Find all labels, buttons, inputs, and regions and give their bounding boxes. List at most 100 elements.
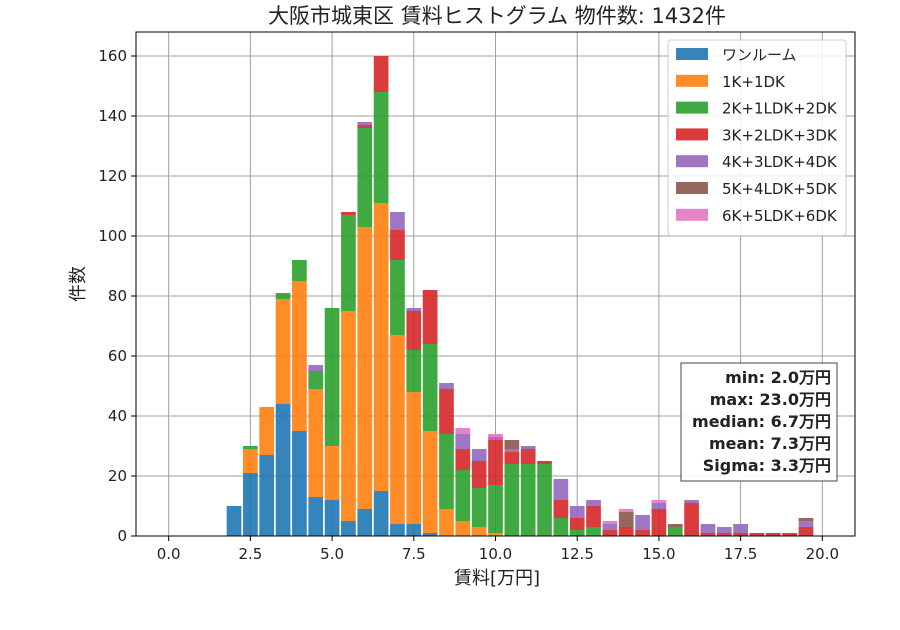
bar-segment — [553, 479, 569, 500]
bar-segment — [226, 506, 242, 536]
legend-swatch — [676, 101, 708, 114]
stats-line: median: 6.7万円 — [692, 412, 831, 431]
legend-label: 4K+3LDK+4DK — [722, 153, 838, 171]
bar-segment — [373, 92, 389, 203]
bar-segment — [341, 215, 356, 311]
axis-ticks: 0.0 2.5 5.0 7.5 10.0 12.5 15.0 17.5 20.0 0 20 40 60 8… — [98, 47, 839, 563]
stats-box: min: 2.0万円 max: 23.0万円 median: 6.7万円 mean: … — [680, 362, 838, 482]
y-tick-label: 140 — [98, 107, 127, 125]
bar-segment — [765, 533, 781, 536]
y-tick-label: 60 — [108, 347, 127, 365]
bar-segment — [798, 521, 814, 527]
bar-segment — [488, 440, 503, 485]
legend-label: ワンルーム — [722, 46, 797, 64]
x-tick-label: 7.5 — [402, 545, 426, 563]
bar-segment — [504, 449, 520, 452]
bar-segment — [618, 512, 634, 527]
bar-segment — [243, 449, 258, 473]
bar-segment — [569, 506, 585, 518]
bar-segment — [782, 533, 797, 536]
x-tick-label: 15.0 — [642, 545, 675, 563]
bar-segment — [406, 308, 422, 311]
bar-segment — [439, 509, 454, 536]
bar-segment — [373, 56, 389, 92]
y-tick-label: 100 — [98, 227, 127, 245]
x-tick-label: 12.5 — [561, 545, 594, 563]
stats-box-frame — [680, 362, 838, 482]
bars — [226, 56, 814, 536]
bar-segment — [357, 125, 373, 128]
x-tick-label: 10.0 — [479, 545, 512, 563]
bar-segment — [259, 407, 275, 455]
bar-segment — [488, 434, 503, 437]
bar-segment — [422, 344, 438, 431]
legend-swatch — [676, 128, 708, 141]
bar-segment — [439, 434, 454, 509]
bar-segment — [504, 452, 520, 464]
x-tick-label: 17.5 — [724, 545, 757, 563]
bar-segment — [292, 431, 307, 536]
y-axis-label: 件数 — [68, 266, 89, 302]
bar-segment — [439, 383, 454, 389]
bar-segment — [471, 461, 487, 488]
bar-segment — [455, 470, 471, 521]
bar-segment — [700, 524, 716, 533]
y-tick-label: 80 — [108, 287, 127, 305]
bar-segment — [292, 281, 307, 431]
bar-segment — [406, 350, 422, 392]
bar-segment — [586, 500, 601, 506]
x-axis-label: 賃料[万円] — [454, 568, 540, 589]
bar-segment — [716, 527, 732, 533]
bar-segment — [243, 446, 258, 449]
bar-segment — [341, 311, 356, 521]
bar-segment — [586, 527, 601, 536]
bar-segment — [700, 533, 716, 536]
bar-segment — [455, 428, 471, 434]
legend: ワンルーム 1K+1DK 2K+1LDK+2DK 3K+2LDK+3DK 4K+3LDK… — [667, 39, 847, 237]
x-tick-label: 5.0 — [320, 545, 344, 563]
bar-segment — [488, 437, 503, 440]
legend-label: 3K+2LDK+3DK — [722, 126, 838, 144]
bar-segment — [537, 464, 552, 536]
bar-segment — [390, 524, 405, 536]
y-tick-label: 160 — [98, 47, 127, 65]
stats-line: Sigma: 3.3万円 — [703, 456, 831, 475]
bar-segment — [308, 389, 324, 497]
bar-segment — [602, 524, 618, 530]
bar-segment — [324, 500, 340, 536]
bar-segment — [373, 203, 389, 491]
y-tick-label: 20 — [108, 467, 127, 485]
legend-label: 2K+1LDK+2DK — [722, 100, 838, 118]
bar-segment — [553, 500, 569, 518]
bar-segment — [390, 335, 405, 524]
bar-segment — [798, 518, 814, 521]
stats-line: min: 2.0万円 — [725, 368, 831, 387]
legend-label: 6K+5LDK+6DK — [722, 207, 838, 225]
legend-swatch — [676, 208, 708, 221]
bar-segment — [553, 518, 569, 536]
bar-segment — [324, 308, 340, 446]
legend-swatch — [676, 182, 708, 194]
x-tick-label: 0.0 — [157, 545, 181, 563]
bar-segment — [586, 506, 601, 527]
legend-swatch — [676, 155, 708, 168]
legend-box — [667, 39, 847, 237]
bar-segment — [455, 521, 471, 536]
bar-segment — [716, 533, 732, 536]
bar-segment — [667, 527, 683, 536]
bar-segment — [455, 434, 471, 449]
bar-segment — [684, 500, 699, 503]
bar-segment — [488, 533, 503, 536]
bar-segment — [406, 392, 422, 524]
bar-segment — [733, 533, 748, 536]
legend-label: 5K+4LDK+5DK — [722, 180, 838, 198]
bar-segment — [520, 464, 536, 536]
x-tick-label: 20.0 — [806, 545, 839, 563]
bar-segment — [422, 533, 438, 536]
bar-segment — [341, 521, 356, 536]
bar-segment — [390, 212, 405, 230]
bar-segment — [504, 440, 520, 449]
bar-segment — [520, 446, 536, 449]
bar-segment — [471, 488, 487, 527]
